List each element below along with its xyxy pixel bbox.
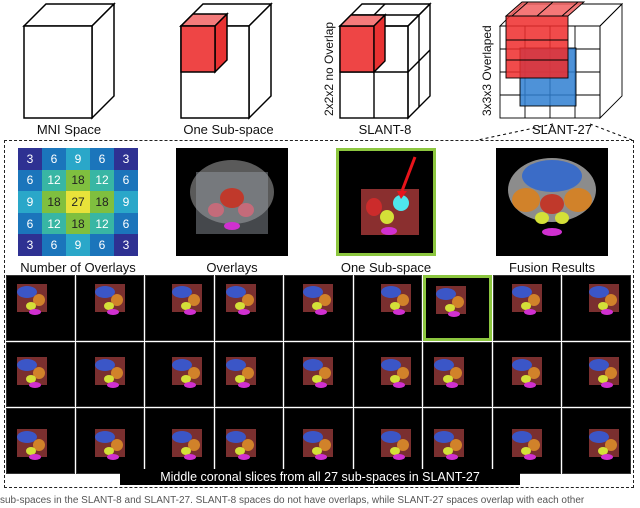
subspace-slice	[75, 408, 145, 474]
subspace-slice	[284, 341, 353, 408]
subspace-slice	[562, 275, 631, 341]
overlay-cell: 6	[18, 169, 42, 192]
label-number-of-overlays: Number of Overlays	[20, 260, 136, 275]
slant8-cube	[338, 2, 432, 120]
figure-caption: sub-spaces in the SLANT-8 and SLANT-27. …	[0, 495, 585, 506]
overlay-cell: 18	[66, 169, 90, 192]
subspace-slice	[492, 275, 562, 341]
overlay-cell: 18	[66, 212, 90, 235]
label-overlays: Overlays	[206, 260, 258, 275]
overlay-cell: 3	[114, 234, 138, 256]
label-panel-one-subspace: One Sub-space	[340, 260, 432, 275]
subspace-slice	[214, 275, 284, 341]
fusion-results-panel	[496, 148, 608, 256]
overlay-cell: 9	[114, 191, 138, 213]
overlay-cell: 12	[42, 212, 66, 235]
label-2x2x2: 2x2x2 no Overlap	[322, 21, 336, 116]
subspace-slice	[284, 408, 353, 474]
subspace-slice	[145, 341, 214, 408]
overlay-cell: 6	[114, 169, 138, 192]
overlay-cell: 9	[18, 191, 42, 213]
overlay-cell: 12	[42, 169, 66, 192]
subspace-slice	[75, 275, 145, 341]
subspace-slice	[6, 408, 75, 474]
overlay-cell: 3	[114, 148, 138, 170]
overlay-cell: 3	[18, 234, 42, 256]
mni-cube	[22, 2, 116, 120]
overlay-cell: 3	[18, 148, 42, 170]
overlay-cell: 6	[90, 148, 114, 170]
label-3x3x3: 3x3x3 Overlaped	[480, 25, 494, 116]
subspace-slice	[492, 341, 562, 408]
overlay-count-grid: 3 6 9 6 3 6 12 18 12 6 9 18 27 18 9 6 12 18 12 6 3 6 9 6 3	[18, 148, 138, 256]
overlay-cell: 6	[18, 212, 42, 235]
overlay-cell: 18	[90, 191, 114, 213]
subspace-slice	[353, 275, 423, 341]
subspace-slice	[6, 341, 75, 408]
subspace-slice	[145, 275, 214, 341]
subspace-slice	[75, 341, 145, 408]
dashed-frame	[4, 140, 634, 488]
label-mni-space: MNI Space	[36, 122, 102, 137]
subspace-slice	[353, 341, 423, 408]
overlay-cell: 6	[90, 234, 114, 256]
overlays-panel	[176, 148, 288, 256]
subspace-slice	[353, 408, 423, 474]
bottom-caption: Middle coronal slices from all 27 sub-sp…	[120, 469, 520, 485]
label-slant27: SLANT-27	[532, 122, 592, 137]
overlay-cell: 12	[90, 212, 114, 235]
cube-diagrams	[22, 1, 633, 140]
subspace-slice	[562, 408, 631, 474]
subspace-slice	[214, 408, 284, 474]
subspace-slice	[284, 275, 353, 341]
overlay-cell: 6	[42, 234, 66, 256]
subspace-slice	[423, 275, 492, 341]
overlay-cell: 6	[42, 148, 66, 170]
overlay-cell: 18	[42, 191, 66, 213]
one-subspace-panel	[336, 148, 436, 256]
overlay-cell: 9	[66, 148, 90, 170]
label-fusion-results: Fusion Results	[509, 260, 595, 275]
subspace-slice	[492, 408, 562, 474]
subspace-slice	[423, 408, 492, 474]
subspace-slice	[6, 275, 75, 341]
slice-grid	[6, 275, 632, 475]
overlay-cell: 9	[66, 234, 90, 256]
overlay-cell: 27	[66, 191, 90, 213]
overlay-cell: 6	[114, 212, 138, 235]
label-one-subspace: One Sub-space	[183, 122, 274, 137]
subspace-slice	[423, 341, 492, 408]
overlay-cell: 12	[90, 169, 114, 192]
one-subspace-cube	[179, 2, 273, 120]
subspace-slice	[145, 408, 214, 474]
subspace-slice	[562, 341, 631, 408]
label-slant8: SLANT-8	[358, 122, 412, 137]
slant27-cube	[498, 1, 624, 120]
subspace-slice	[214, 341, 284, 408]
